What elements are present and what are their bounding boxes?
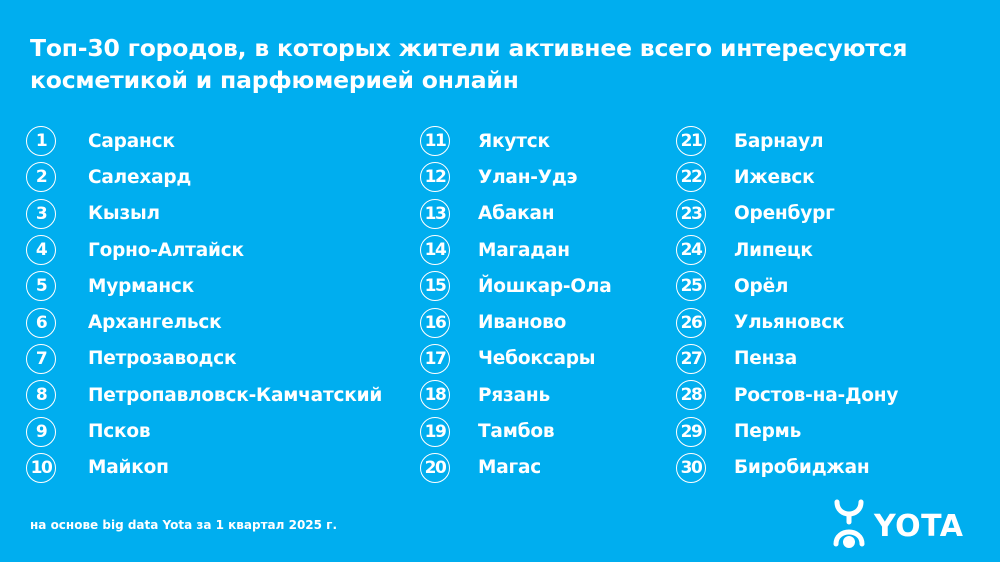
city-name: Оренбург bbox=[734, 203, 835, 225]
list-item: 9 Псков bbox=[26, 413, 382, 449]
rank-badge: 6 bbox=[26, 307, 56, 338]
list-item: 2 Салехард bbox=[26, 159, 382, 195]
city-name: Улан-Удэ bbox=[478, 166, 578, 188]
rank-badge: 10 bbox=[26, 452, 56, 483]
list-item: 4 Горно-Алтайск bbox=[26, 232, 382, 268]
rank-badge: 3 bbox=[26, 198, 56, 229]
city-name: Тамбов bbox=[478, 421, 555, 443]
list-item: 5 Мурманск bbox=[26, 268, 382, 304]
city-name: Саранск bbox=[88, 130, 175, 152]
city-name: Пенза bbox=[734, 348, 798, 370]
city-name: Майкоп bbox=[88, 457, 169, 479]
list-item: 23 Оренбург bbox=[676, 196, 898, 232]
list-item: 22 Ижевск bbox=[676, 159, 898, 195]
list-item: 25 Орёл bbox=[676, 268, 898, 304]
list-item: 27 Пенза bbox=[676, 341, 898, 377]
rank-badge: 4 bbox=[26, 235, 56, 266]
rank-badge: 28 bbox=[676, 380, 706, 411]
rank-badge: 17 bbox=[420, 343, 450, 374]
city-name: Биробиджан bbox=[734, 457, 870, 479]
city-name: Мурманск bbox=[88, 275, 195, 297]
rank-badge: 2 bbox=[26, 162, 56, 193]
city-name: Рязань bbox=[478, 384, 550, 406]
rank-badge: 12 bbox=[420, 162, 450, 193]
list-item: 28 Ростов-на-Дону bbox=[676, 377, 898, 413]
rank-badge: 19 bbox=[420, 416, 450, 447]
rank-badge: 14 bbox=[420, 235, 450, 266]
rank-badge: 1 bbox=[26, 126, 56, 157]
rank-badge: 15 bbox=[420, 271, 450, 302]
city-name: Магас bbox=[478, 457, 542, 479]
list-item: 3 Кызыл bbox=[26, 196, 382, 232]
list-item: 18 Рязань bbox=[420, 377, 612, 413]
rank-badge: 5 bbox=[26, 271, 56, 302]
ranking-column-2: 11 Якутск 12 Улан-Удэ 13 Абакан 14 Магадан 1… bbox=[420, 123, 612, 486]
list-item: 11 Якутск bbox=[420, 123, 612, 159]
yota-logo-icon bbox=[832, 498, 866, 554]
ranking-column-1: 1 Саранск 2 Салехард 3 Кызыл 4 Горно-Алтайск… bbox=[26, 123, 382, 486]
yota-logo: YOTA bbox=[832, 498, 964, 554]
city-name: Барнаул bbox=[734, 130, 824, 152]
list-item: 7 Петрозаводск bbox=[26, 341, 382, 377]
list-item: 1 Саранск bbox=[26, 123, 382, 159]
city-name: Ульяновск bbox=[734, 312, 845, 334]
city-name: Липецк bbox=[734, 239, 813, 261]
rank-badge: 30 bbox=[676, 452, 706, 483]
rank-badge: 20 bbox=[420, 452, 450, 483]
rank-badge: 22 bbox=[676, 162, 706, 193]
city-name: Ижевск bbox=[734, 166, 815, 188]
list-item: 10 Майкоп bbox=[26, 450, 382, 486]
rank-badge: 25 bbox=[676, 271, 706, 302]
rank-badge: 23 bbox=[676, 198, 706, 229]
rank-badge: 13 bbox=[420, 198, 450, 229]
rank-badge: 16 bbox=[420, 307, 450, 338]
rank-badge: 26 bbox=[676, 307, 706, 338]
rank-badge: 9 bbox=[26, 416, 56, 447]
city-name: Псков bbox=[88, 421, 151, 443]
list-item: 8 Петропавловск-Камчатский bbox=[26, 377, 382, 413]
city-name: Салехард bbox=[88, 166, 192, 188]
city-name: Чебоксары bbox=[478, 348, 596, 370]
rank-badge: 27 bbox=[676, 343, 706, 374]
city-name: Якутск bbox=[478, 130, 550, 152]
city-name: Петрозаводск bbox=[88, 348, 237, 370]
rank-badge: 24 bbox=[676, 235, 706, 266]
city-name: Петропавловск-Камчатский bbox=[88, 384, 383, 406]
city-name: Орёл bbox=[734, 275, 789, 297]
rank-badge: 8 bbox=[26, 380, 56, 411]
list-item: 26 Ульяновск bbox=[676, 304, 898, 340]
ranking-column-3: 21 Барнаул 22 Ижевск 23 Оренбург 24 Липецк 2… bbox=[676, 123, 898, 486]
list-item: 20 Магас bbox=[420, 450, 612, 486]
list-item: 6 Архангельск bbox=[26, 304, 382, 340]
list-item: 15 Йошкар-Ола bbox=[420, 268, 612, 304]
list-item: 14 Магадан bbox=[420, 232, 612, 268]
list-item: 21 Барнаул bbox=[676, 123, 898, 159]
list-item: 24 Липецк bbox=[676, 232, 898, 268]
city-name: Абакан bbox=[478, 203, 555, 225]
city-name: Йошкар-Ола bbox=[478, 275, 612, 297]
city-name: Кызыл bbox=[88, 203, 160, 225]
list-item: 12 Улан-Удэ bbox=[420, 159, 612, 195]
city-name: Горно-Алтайск bbox=[88, 239, 244, 261]
city-name: Ростов-на-Дону bbox=[734, 384, 899, 406]
rank-badge: 21 bbox=[676, 126, 706, 157]
footnote: на основе big data Yota за 1 квартал 202… bbox=[30, 518, 338, 532]
list-item: 16 Иваново bbox=[420, 304, 612, 340]
yota-logo-text: YOTA bbox=[874, 508, 964, 544]
list-item: 30 Биробиджан bbox=[676, 450, 898, 486]
city-name: Магадан bbox=[478, 239, 570, 261]
city-name: Архангельск bbox=[88, 312, 222, 334]
list-item: 19 Тамбов bbox=[420, 413, 612, 449]
list-item: 29 Пермь bbox=[676, 413, 898, 449]
city-name: Пермь bbox=[734, 421, 802, 443]
list-item: 13 Абакан bbox=[420, 196, 612, 232]
rank-badge: 11 bbox=[420, 126, 450, 157]
rank-badge: 29 bbox=[676, 416, 706, 447]
rank-badge: 18 bbox=[420, 380, 450, 411]
page-title: Топ-30 городов, в которых жители активне… bbox=[30, 34, 908, 94]
list-item: 17 Чебоксары bbox=[420, 341, 612, 377]
city-name: Иваново bbox=[478, 312, 567, 334]
rank-badge: 7 bbox=[26, 343, 56, 374]
